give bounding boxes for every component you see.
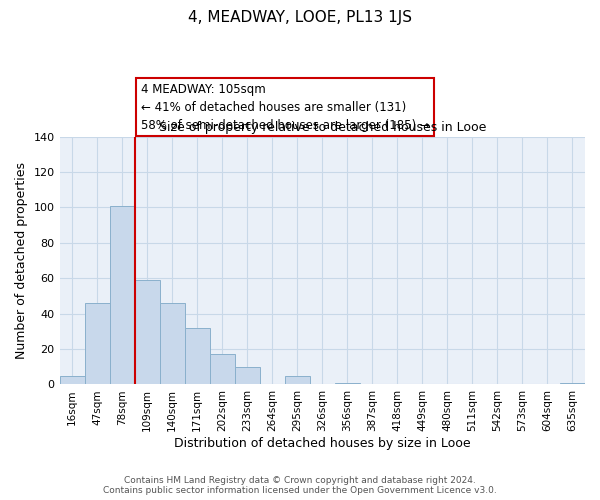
Bar	[59, 376, 85, 384]
Bar	[335, 382, 360, 384]
Bar	[160, 303, 185, 384]
X-axis label: Distribution of detached houses by size in Looe: Distribution of detached houses by size …	[174, 437, 470, 450]
Bar	[285, 376, 310, 384]
Bar	[235, 367, 260, 384]
Text: 4 MEADWAY: 105sqm
← 41% of detached houses are smaller (131)
58% of semi-detache: 4 MEADWAY: 105sqm ← 41% of detached hous…	[141, 82, 430, 132]
Bar	[185, 328, 209, 384]
Bar	[134, 280, 160, 384]
Bar	[110, 206, 134, 384]
Bar	[85, 303, 110, 384]
Title: Size of property relative to detached houses in Looe: Size of property relative to detached ho…	[158, 121, 486, 134]
Bar	[560, 382, 585, 384]
Bar	[209, 354, 235, 384]
Text: 4, MEADWAY, LOOE, PL13 1JS: 4, MEADWAY, LOOE, PL13 1JS	[188, 10, 412, 25]
Y-axis label: Number of detached properties: Number of detached properties	[15, 162, 28, 359]
Text: Contains HM Land Registry data © Crown copyright and database right 2024.
Contai: Contains HM Land Registry data © Crown c…	[103, 476, 497, 495]
